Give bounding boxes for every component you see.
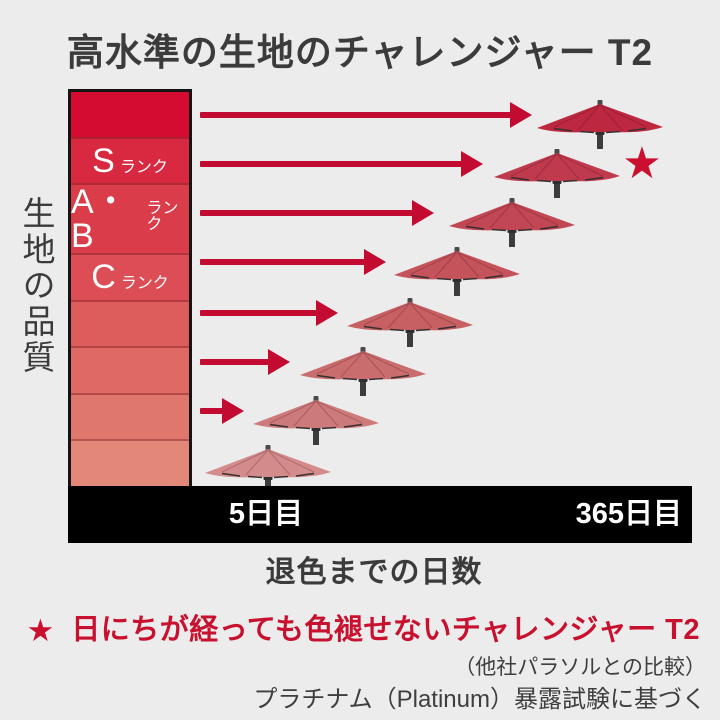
rank-suffix: ランク	[120, 275, 169, 293]
rank-label-group: S ランク	[92, 144, 168, 178]
fade-arrow-line	[200, 210, 418, 216]
umbrella-icon	[202, 445, 334, 497]
footnote-highlight: ★ 日にちが経っても色褪せないチャレンジャー T2	[0, 606, 700, 649]
y-axis-label: 生地の品質	[18, 196, 55, 376]
umbrella-icon	[250, 396, 382, 448]
quality-segment-6	[71, 346, 189, 393]
fade-arrow-head	[364, 249, 386, 275]
footnote-test-basis: プラチナム（Platinum）暴露試験に基づく	[253, 686, 706, 713]
rank-label-group: A・B ランク	[71, 185, 189, 253]
fade-arrow-head	[461, 151, 483, 177]
umbrella-icon	[446, 198, 578, 250]
umbrella-icon	[391, 247, 523, 299]
x-axis-bar: 5日目 365日目	[68, 486, 692, 543]
quality-segment-5	[71, 299, 189, 347]
umbrella-icon	[297, 347, 429, 399]
star-marker: ★	[622, 139, 662, 188]
umbrella-icon	[491, 149, 623, 201]
rank-suffix: ランク	[146, 200, 179, 234]
quality-segment-4: C ランク	[71, 253, 189, 300]
rank-label: C	[91, 258, 116, 297]
fade-arrow-line	[200, 161, 467, 167]
x-axis-label: 退色までの日数	[265, 556, 483, 589]
rank-suffix: ランク	[119, 158, 168, 176]
chart-title: 高水準の生地のチャレンジャー T2	[66, 32, 654, 73]
quality-segment-2: S ランク	[71, 136, 189, 184]
fade-arrow-line	[200, 408, 228, 414]
rank-label: S	[92, 141, 115, 180]
rank-label: A・B	[71, 183, 128, 256]
quality-segment-8	[71, 439, 189, 487]
fade-arrow-head	[510, 102, 532, 128]
fade-arrow-line	[200, 112, 516, 118]
umbrella-icon	[344, 298, 476, 350]
rank-label-group: C ランク	[91, 260, 169, 294]
fade-arrow-line	[200, 359, 274, 365]
footnote-highlight-text: 日にちが経っても色褪せないチャレンジャー T2	[71, 614, 700, 646]
quality-segment-1	[71, 92, 189, 137]
fade-arrow-line	[200, 259, 370, 265]
fade-arrow-head	[268, 349, 290, 375]
quality-segment-3: A・B ランク	[71, 183, 189, 254]
fade-arrow-head	[412, 200, 434, 226]
footnote-comparison: （他社パラソルとの比較）	[454, 656, 706, 679]
x-tick-365days: 365日目	[575, 498, 682, 530]
fade-arrow-head	[222, 398, 244, 424]
fade-arrow-line	[200, 310, 322, 316]
quality-segment-7	[71, 392, 189, 440]
x-tick-5days: 5日目	[228, 498, 304, 530]
umbrella-icon	[534, 100, 666, 152]
star-icon: ★	[26, 613, 55, 648]
fabric-quality-bar: S ランク A・B ランク C ランク	[68, 89, 192, 487]
fade-arrow-head	[316, 300, 338, 326]
